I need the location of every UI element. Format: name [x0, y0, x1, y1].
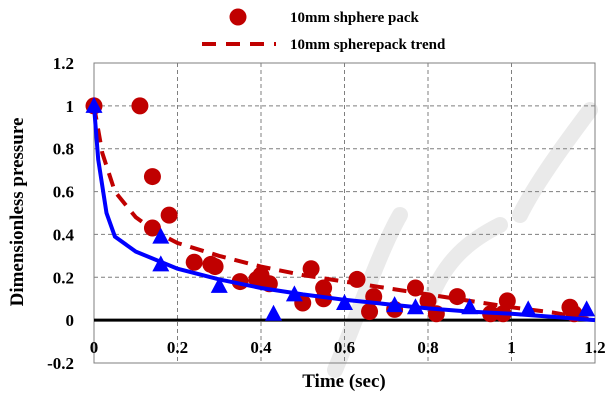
grid	[93, 62, 596, 364]
y-tick-label: 0.6	[53, 183, 74, 202]
x-tick-label: 1.2	[584, 338, 605, 357]
x-tick-label: 0.2	[167, 338, 188, 357]
data-point-triangle	[336, 294, 353, 310]
y-axis-title: Dimensionless pressure	[7, 118, 28, 307]
legend-marker-circle	[229, 8, 247, 26]
data-point-circle	[185, 253, 203, 271]
data-point-circle	[131, 97, 149, 115]
data-point-circle	[302, 260, 320, 278]
y-tick-label: 1.2	[53, 54, 74, 73]
plot-area	[85, 96, 596, 323]
legend: 10mm shphere pack 10mm spherepack trend	[202, 8, 446, 53]
x-tick-label: 0.4	[250, 338, 272, 357]
y-tick-label: 0.8	[53, 140, 74, 159]
data-point-triangle	[85, 96, 103, 113]
trend-line-blue-solid	[92, 105, 596, 323]
x-tick-label: 0.6	[334, 338, 355, 357]
watermark	[327, 102, 598, 378]
x-tick-label: 1	[507, 338, 516, 357]
x-tick-label: 0	[90, 338, 99, 357]
data-point-triangle	[210, 276, 228, 293]
data-point-circle	[361, 303, 379, 321]
plot-frame	[93, 62, 596, 364]
y-tick-label: 0.2	[53, 268, 74, 287]
data-point-circle	[160, 206, 178, 224]
x-axis-title: Time (sec)	[302, 371, 386, 392]
axes: 0 0.2 0.4 0.6 0.8 1 1.2 -0.2 0 0.2 0.4 0.6 0.8 1 1.2	[47, 54, 605, 373]
data-point-triangle	[578, 300, 596, 317]
x-tick-label: 0.8	[417, 338, 438, 357]
data-point-circle	[206, 258, 224, 276]
data-point-circle	[498, 292, 516, 310]
legend-label: 10mm spherepack trend	[290, 37, 446, 53]
data-point-triangle	[519, 300, 537, 317]
trend-line-red-dashed	[92, 105, 596, 323]
y-tick-label: 1	[66, 97, 75, 116]
y-tick-label: -0.2	[47, 354, 74, 373]
data-point-circle	[143, 168, 161, 186]
data-point-circle	[419, 292, 437, 310]
data-point-triangle	[265, 304, 283, 321]
legend-label: 10mm shphere pack	[290, 10, 420, 26]
y-tick-label: 0	[66, 311, 75, 330]
y-tick-label: 0.4	[53, 225, 75, 244]
data-point-triangle	[152, 227, 170, 244]
